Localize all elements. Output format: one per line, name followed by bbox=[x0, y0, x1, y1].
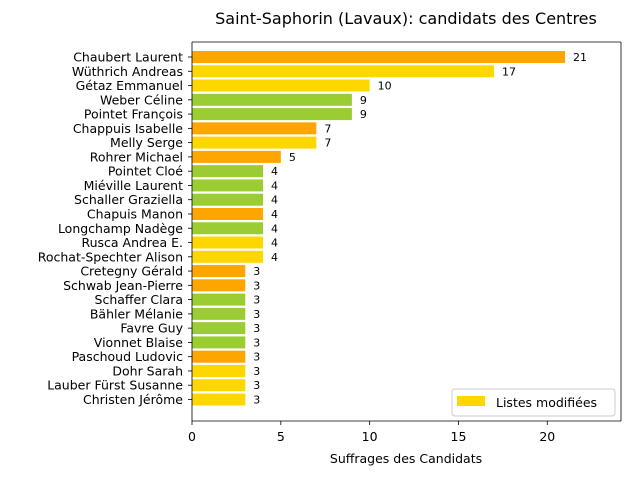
data-label: 4 bbox=[271, 194, 278, 207]
data-label: 9 bbox=[360, 94, 367, 107]
bar bbox=[192, 265, 246, 278]
bar bbox=[192, 93, 352, 106]
category-label: Rusca Andrea E. bbox=[81, 235, 183, 250]
data-label: 3 bbox=[253, 394, 260, 407]
bars-layer bbox=[192, 51, 566, 406]
category-label: Pointet François bbox=[84, 107, 183, 122]
data-label: 10 bbox=[378, 80, 392, 93]
category-label: Schwab Jean-Pierre bbox=[63, 278, 183, 293]
bar bbox=[192, 179, 264, 192]
category-label: Cretegny Gérald bbox=[80, 264, 183, 279]
legend-frame bbox=[451, 388, 616, 417]
data-label: 4 bbox=[271, 179, 278, 192]
category-label: Chappuis Isabelle bbox=[73, 121, 183, 136]
data-label: 4 bbox=[271, 165, 278, 178]
legend-swatch bbox=[457, 396, 485, 406]
bar bbox=[192, 379, 246, 392]
category-label: Lauber Fürst Susanne bbox=[47, 378, 183, 393]
data-label: 3 bbox=[253, 379, 260, 392]
category-label: Gétaz Emmanuel bbox=[76, 78, 183, 93]
category-label: Wüthrich Andreas bbox=[72, 64, 183, 79]
data-label: 3 bbox=[253, 265, 260, 278]
bar bbox=[192, 279, 246, 292]
bar bbox=[192, 51, 566, 63]
bar bbox=[192, 307, 246, 320]
category-label: Miéville Laurent bbox=[84, 178, 183, 193]
data-label: 3 bbox=[253, 308, 260, 321]
x-tick-label: 15 bbox=[451, 429, 467, 444]
bar bbox=[192, 150, 281, 163]
category-label: Chaubert Laurent bbox=[73, 50, 183, 65]
data-label: 3 bbox=[253, 322, 260, 335]
x-tick-label: 20 bbox=[539, 429, 555, 444]
category-label: Vionnet Blaise bbox=[94, 335, 184, 350]
x-tick-label: 5 bbox=[277, 429, 285, 444]
data-label: 4 bbox=[271, 208, 278, 221]
bar bbox=[192, 293, 246, 306]
data-label: 9 bbox=[360, 108, 367, 121]
data-label: 4 bbox=[271, 222, 278, 235]
bar bbox=[192, 336, 246, 349]
bar bbox=[192, 250, 264, 263]
legend-label: Listes modifiées bbox=[496, 395, 597, 410]
bar bbox=[192, 350, 246, 363]
data-label: 3 bbox=[253, 279, 260, 292]
data-label: 5 bbox=[289, 151, 296, 164]
bar bbox=[192, 393, 246, 406]
bar bbox=[192, 79, 370, 92]
bar bbox=[192, 222, 264, 235]
category-label: Schaller Graziella bbox=[74, 192, 183, 207]
category-label: Bähler Mélanie bbox=[90, 306, 183, 321]
category-label: Dohr Sarah bbox=[112, 363, 183, 378]
x-ticks: 0 5 10 15 20 bbox=[188, 421, 555, 444]
x-tick-label: 10 bbox=[362, 429, 378, 444]
x-axis-label: Suffrages des Candidats bbox=[330, 451, 482, 466]
data-label: 3 bbox=[253, 336, 260, 349]
category-label: Longchamp Nadège bbox=[58, 221, 183, 236]
axes bbox=[191, 41, 622, 422]
category-label: Paschoud Ludovic bbox=[72, 349, 184, 364]
bar bbox=[192, 207, 264, 220]
category-label: Pointet Cloé bbox=[108, 164, 183, 179]
legend: Listes modifiées bbox=[451, 388, 616, 417]
bar bbox=[192, 136, 317, 149]
bar bbox=[192, 236, 264, 249]
data-label: 3 bbox=[253, 365, 260, 378]
category-label: Favre Guy bbox=[120, 321, 183, 336]
bar bbox=[192, 122, 317, 135]
bar bbox=[192, 108, 352, 121]
chart-title: Saint-Saphorin (Lavaux): candidats des C… bbox=[215, 9, 597, 28]
data-label: 4 bbox=[271, 251, 278, 264]
data-label: 3 bbox=[253, 294, 260, 307]
x-tick-label: 0 bbox=[188, 429, 196, 444]
category-label: Rohrer Michael bbox=[90, 149, 183, 164]
data-label: 17 bbox=[502, 65, 516, 78]
category-label: Melly Serge bbox=[110, 135, 183, 150]
category-label: Rochat-Spechter Alison bbox=[38, 249, 183, 264]
category-label: Christen Jérôme bbox=[83, 392, 183, 407]
bar bbox=[192, 364, 246, 377]
bar bbox=[192, 322, 246, 335]
data-label: 4 bbox=[271, 237, 278, 250]
category-label: Chapuis Manon bbox=[87, 206, 183, 221]
bar bbox=[192, 193, 264, 206]
data-label: 3 bbox=[253, 351, 260, 364]
bar bbox=[192, 165, 264, 178]
category-label: Weber Céline bbox=[100, 92, 183, 107]
data-label: 7 bbox=[324, 137, 331, 150]
data-label: 7 bbox=[324, 122, 331, 135]
data-label: 21 bbox=[573, 51, 587, 64]
category-label: Schaffer Clara bbox=[95, 292, 183, 307]
bar bbox=[192, 65, 494, 78]
